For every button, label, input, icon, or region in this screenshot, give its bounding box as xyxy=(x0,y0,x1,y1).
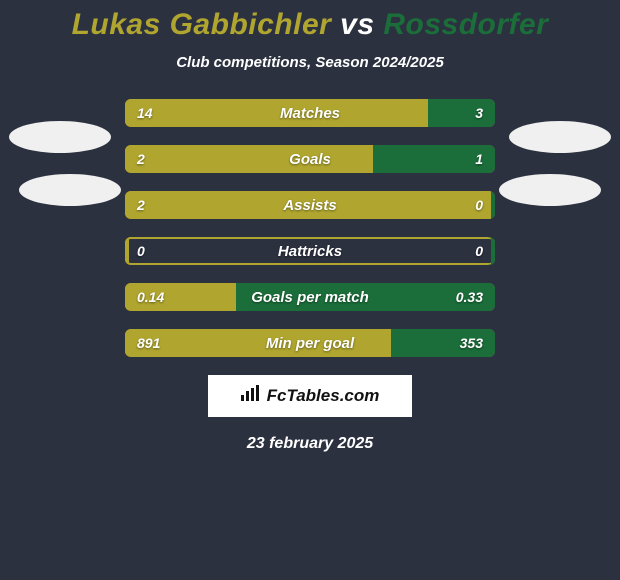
stat-fill-right xyxy=(428,99,495,127)
stat-row: 891353Min per goal xyxy=(125,329,495,357)
stat-fill-left xyxy=(125,283,236,311)
stat-fill-right xyxy=(391,329,495,357)
brand-badge: FcTables.com xyxy=(208,375,412,417)
comparison-card: Lukas Gabbichler vs Rossdorfer Club comp… xyxy=(0,0,620,580)
player2-avatar-top xyxy=(509,121,611,153)
title-vs: vs xyxy=(340,8,374,41)
stat-value-left: 0 xyxy=(137,237,145,265)
stat-bars: 143Matches 21Goals 20Assists 0 0Hattricks 0.1… xyxy=(125,99,495,357)
title-player2: Rossdorfer xyxy=(383,8,548,41)
brand-chart-icon xyxy=(241,385,261,406)
stat-value-right: 0 xyxy=(475,237,483,265)
stat-fill-left xyxy=(125,99,428,127)
stat-row: 0.140.33Goals per match xyxy=(125,283,495,311)
subtitle: Club competitions, Season 2024/2025 xyxy=(0,54,620,71)
title-player1: Lukas Gabbichler xyxy=(72,8,332,41)
player1-avatar-top xyxy=(9,121,111,153)
stat-fill-left xyxy=(125,145,373,173)
stat-row: 0 0Hattricks xyxy=(125,237,495,265)
stat-label: Hattricks xyxy=(125,237,495,265)
stat-fill-right xyxy=(491,237,495,265)
stat-fill-left xyxy=(125,191,491,219)
stat-row: 21Goals xyxy=(125,145,495,173)
title: Lukas Gabbichler vs Rossdorfer xyxy=(0,8,620,42)
stat-fill-left xyxy=(125,237,129,265)
stat-row: 20Assists xyxy=(125,191,495,219)
stat-fill-right xyxy=(236,283,495,311)
date: 23 february 2025 xyxy=(0,435,620,453)
stat-fill-right xyxy=(491,191,495,219)
brand-text: FcTables.com xyxy=(267,386,380,406)
stat-fill-left xyxy=(125,329,391,357)
stat-fill-right xyxy=(373,145,495,173)
player1-avatar-bottom xyxy=(19,174,121,206)
player2-avatar-bottom xyxy=(499,174,601,206)
stat-row: 143Matches xyxy=(125,99,495,127)
